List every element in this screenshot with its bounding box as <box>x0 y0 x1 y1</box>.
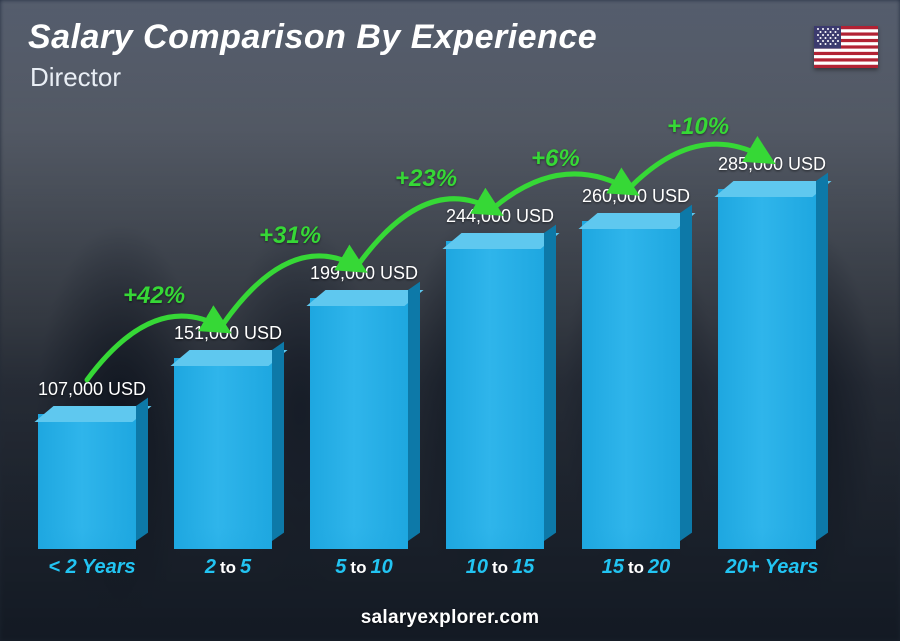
page-subtitle: Director <box>30 62 121 93</box>
page-title: Salary Comparison By Experience <box>28 18 597 57</box>
increase-percent-label: +10% <box>667 113 729 141</box>
content-layer: Salary Comparison By Experience Director… <box>0 0 900 641</box>
increase-arc <box>32 110 852 571</box>
footer-attribution: salaryexplorer.com <box>0 607 900 629</box>
us-flag-icon <box>814 26 878 68</box>
bar-chart: 107,000 USD< 2 Years151,000 USD2to5199,0… <box>32 110 852 571</box>
